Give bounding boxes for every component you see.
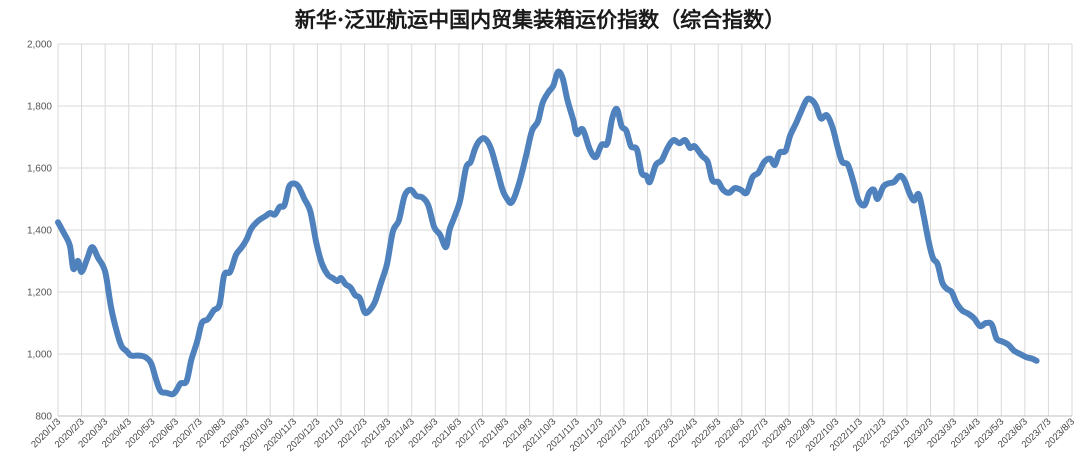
y-tick-label: 800 [35,412,52,423]
y-tick-label: 1,400 [27,226,52,237]
y-tick-label: 2,000 [27,40,52,51]
series-line [55,68,1040,398]
chart-title: 新华·泛亚航运中国内贸集装箱运价指数（综合指数） [294,7,786,32]
y-tick-label: 1,600 [27,164,52,175]
y-tick-label: 1,200 [27,288,52,299]
y-tick-label: 1,000 [27,350,52,361]
y-tick-label: 1,800 [27,102,52,113]
